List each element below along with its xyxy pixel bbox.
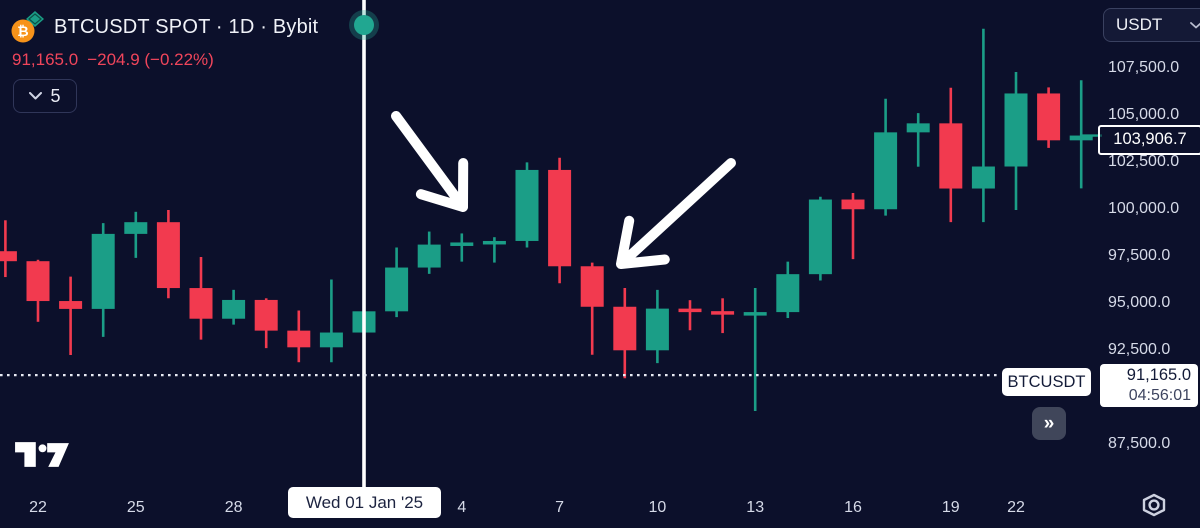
candle-body-2025-01-20 [971, 166, 995, 189]
symbol-title[interactable]: BTCUSDT SPOT · 1D · Bybit [54, 15, 319, 38]
price-axis-label: 107,500.0 [1108, 59, 1180, 76]
candle-body-2025-01-11 [678, 308, 702, 313]
candle-body-2024-12-26 [156, 222, 180, 289]
candle-body-2025-01-18 [906, 123, 930, 133]
bitcoin-icon: ₿ [10, 10, 46, 44]
last-price-value: 103,906.7 [1113, 130, 1187, 149]
candle-body-2025-01-08 [580, 266, 604, 307]
last-price-label: 103,906.7 [1098, 124, 1200, 155]
svg-text:₿: ₿ [17, 24, 28, 40]
interval-value: 5 [50, 85, 61, 106]
price-axis-label: 95,000.0 [1108, 294, 1171, 311]
price-row: 91,165.0 −204.9 (−0.22%) [12, 50, 214, 70]
candle-body-2025-01-16 [841, 199, 865, 210]
time-axis-label: 22 [1007, 499, 1025, 516]
candle-body-2024-12-27 [189, 288, 213, 319]
time-axis-label: 25 [126, 499, 145, 516]
candle-body-2024-12-25 [124, 222, 148, 234]
symbol-price-line-text: BTCUSDT [1007, 372, 1086, 391]
interval-button[interactable]: 5 [13, 79, 77, 113]
header-last-price: 91,165.0 [12, 50, 79, 69]
candle-body-2024-12-28 [222, 299, 246, 319]
candle-body-2024-12-21 [0, 251, 17, 262]
price-axis-label: 105,000.0 [1108, 106, 1180, 123]
double-chevron-right-icon: » [1043, 412, 1055, 434]
candle-body-2024-12-22 [26, 261, 50, 302]
candle-body-2025-01-17 [874, 132, 898, 210]
candle-body-2024-12-29 [254, 299, 278, 331]
price-axis-label: 92,500.0 [1108, 341, 1171, 358]
price-countdown-label: 91,165.0 04:56:01 [1100, 364, 1198, 407]
crosshair-date-label: Wed 01 Jan '25 [288, 487, 441, 518]
settings-gear-icon[interactable] [1138, 489, 1170, 521]
chevron-down-icon [29, 92, 43, 100]
candle-body-2025-01-02 [385, 267, 409, 312]
price-axis-label: 87,500.0 [1108, 435, 1171, 452]
candle-body-2025-01-19 [939, 123, 963, 189]
time-axis-label: 19 [941, 499, 960, 516]
crosshair-dot[interactable] [354, 15, 374, 35]
candle-body-2025-01-03 [417, 244, 441, 268]
candle-body-2025-01-14 [776, 274, 800, 313]
candle-body-2024-12-24 [91, 233, 115, 309]
candle-body-2025-01-09 [613, 306, 637, 351]
time-axis-label: 4 [457, 499, 467, 516]
candle-body-2025-01-12 [711, 311, 735, 315]
candle-body-2025-01-04 [450, 242, 474, 246]
symbol-header[interactable]: ₿ BTCUSDT SPOT · 1D · Bybit [10, 10, 318, 44]
header-change: −204.9 (−0.22%) [87, 50, 214, 69]
time-axis-label: 16 [844, 499, 862, 516]
currency-label: USDT [1116, 15, 1163, 34]
candle-body-2025-01-05 [482, 240, 506, 245]
candle-body-2025-01-13 [743, 312, 767, 316]
price-axis-label: 97,500.0 [1108, 247, 1171, 264]
drawing-arrow-2[interactable] [616, 158, 736, 269]
candle-body-2025-01-23 [1069, 135, 1093, 141]
chevron-down-icon [1190, 21, 1200, 28]
bar-countdown: 04:56:01 [1128, 386, 1191, 404]
drawing-arrow-1[interactable] [391, 111, 469, 212]
candle-body-2025-01-07 [548, 169, 572, 267]
collapse-panel-button[interactable]: » [1032, 407, 1066, 440]
time-axis-label: 22 [29, 499, 47, 516]
symbol-price-line-label: BTCUSDT [1002, 368, 1091, 396]
candle-body-2025-01-21 [1004, 93, 1028, 167]
candle-body-2025-01-22 [1037, 93, 1061, 141]
time-axis-label: 7 [555, 499, 565, 516]
candle-body-2025-01-15 [808, 199, 832, 275]
price-line-price: 91,165.0 [1126, 366, 1191, 384]
tradingview-logo-icon[interactable] [15, 440, 69, 469]
time-axis-label: 10 [648, 499, 667, 516]
candle-body-2025-01-10 [645, 308, 669, 351]
candle-body-2024-12-31 [319, 332, 343, 348]
time-axis-label: 28 [224, 499, 243, 516]
candle-body-2024-12-30 [287, 330, 311, 348]
crosshair-date-text: Wed 01 Jan '25 [305, 492, 424, 512]
currency-selector[interactable]: USDT [1103, 8, 1200, 42]
price-axis-label: 100,000.0 [1108, 200, 1180, 217]
price-axis-label: 102,500.0 [1108, 153, 1180, 170]
time-axis-label: 13 [746, 499, 765, 516]
candle-body-2025-01-06 [515, 169, 539, 241]
candle-body-2024-12-23 [59, 301, 83, 309]
